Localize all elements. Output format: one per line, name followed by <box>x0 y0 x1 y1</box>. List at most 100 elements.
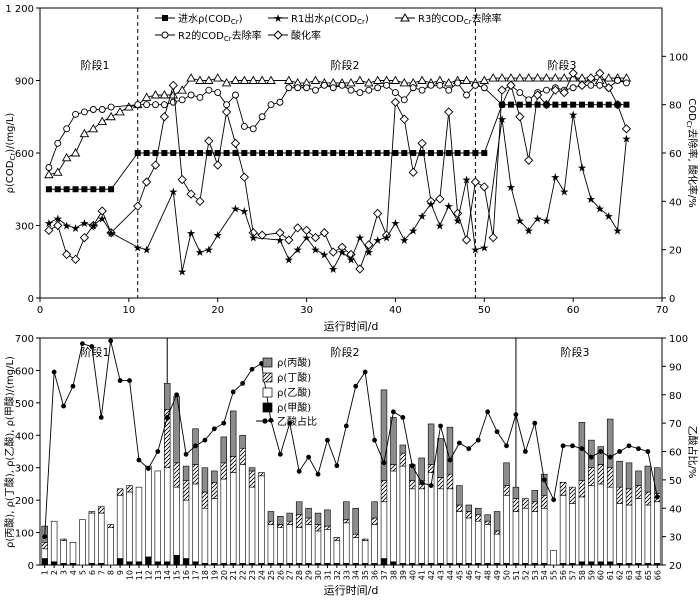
influent-point <box>365 150 372 156</box>
acid-point <box>141 177 152 187</box>
ratio-point <box>353 383 359 389</box>
bottom-xtick-label: 48 <box>484 570 493 580</box>
influent-line <box>48 104 627 190</box>
ratio-point <box>466 446 472 452</box>
r1-point: ★ <box>168 186 178 199</box>
svg-text:★: ★ <box>273 12 283 25</box>
acetic-bar <box>588 485 595 563</box>
ratio-point <box>438 423 443 429</box>
r1-point: ★ <box>497 113 507 126</box>
top-ytick-left-label: 900 <box>15 77 34 88</box>
r3rem-point <box>550 73 561 82</box>
bottom-xtick-label: 46 <box>465 570 474 580</box>
bottom-xtick-label: 22 <box>239 570 248 580</box>
r2rem-point <box>223 101 231 109</box>
r1-point: ★ <box>204 244 214 257</box>
r3rem-point <box>266 75 276 84</box>
acid-point <box>284 235 294 245</box>
acetic-bar <box>135 486 143 563</box>
influent-point <box>232 150 239 156</box>
ratio-point <box>513 412 519 418</box>
r1-point: ★ <box>346 253 356 266</box>
r1-point: ★ <box>533 212 543 225</box>
r1-point: ★ <box>417 210 427 223</box>
top-xtick-label: 10 <box>122 305 135 316</box>
bottom-xtick-label: 55 <box>550 570 559 580</box>
butyric-bar <box>625 488 633 506</box>
influent-point <box>268 150 275 156</box>
acid-point <box>195 196 205 206</box>
acetic-bar <box>192 483 199 563</box>
top-xtick-label: 70 <box>656 305 669 316</box>
butyric-bar <box>352 533 359 538</box>
bottom-ytick-left-label: 200 <box>15 496 34 507</box>
propionic-bar <box>578 422 586 481</box>
formic-bar <box>380 558 388 566</box>
ratio-point <box>570 443 575 449</box>
propionic-bar <box>248 467 256 472</box>
influent-point <box>143 150 150 156</box>
influent-point <box>170 150 177 156</box>
acetic-bar <box>380 501 388 559</box>
bottom-xtick-label: 31 <box>323 570 332 580</box>
ratio-point <box>80 341 85 347</box>
r1-point: ★ <box>559 186 569 199</box>
bottom-xtick-label: 42 <box>427 570 436 580</box>
influent-point <box>259 150 266 156</box>
propionic-bar <box>211 470 218 483</box>
influent-point <box>587 101 594 108</box>
acid-point <box>408 167 418 177</box>
influent-point <box>401 150 408 156</box>
r2rem-point <box>516 89 524 97</box>
bottom-xtick-label: 28 <box>295 570 304 580</box>
r3rem-point <box>390 75 401 84</box>
propionic-bar <box>295 501 303 516</box>
acid-point <box>452 208 463 219</box>
bottom-xtick-label: 4 <box>69 570 78 575</box>
bottom-xtick-label: 29 <box>305 570 314 580</box>
bottom-ytick-right-label: 70 <box>669 419 682 430</box>
r3rem-point <box>150 90 161 99</box>
influent-point <box>72 186 79 193</box>
acetic-bar <box>559 494 567 564</box>
r3rem-point <box>70 148 81 157</box>
ratio-point <box>136 457 142 463</box>
r2rem-point <box>365 86 373 94</box>
butyric-bar <box>60 538 67 541</box>
influent-point <box>481 150 488 156</box>
r2rem-point <box>445 86 453 94</box>
formic-bar <box>192 561 199 566</box>
butyric-bar <box>522 498 529 509</box>
r1-point: ★ <box>453 215 463 228</box>
r2rem-point <box>356 89 364 97</box>
r1-point: ★ <box>44 217 54 230</box>
r1-point: ★ <box>284 253 294 266</box>
acetic-bar <box>98 512 105 564</box>
acid-point <box>204 136 214 146</box>
bottom-xtick-label: 60 <box>597 570 606 580</box>
top-ytick-right-label: 40 <box>669 197 682 208</box>
r2rem-point <box>232 91 239 99</box>
influent-point <box>303 150 310 156</box>
bottom-stage-dividers <box>166 338 517 565</box>
r3rem-point <box>372 75 383 84</box>
bottom-xtick-label: 65 <box>644 570 653 580</box>
influent-point <box>579 101 586 108</box>
ratio-point <box>485 409 491 415</box>
r1-point: ★ <box>195 246 205 259</box>
bottom-ratio-line <box>42 338 660 540</box>
r3rem-point <box>515 73 525 82</box>
r1-point: ★ <box>53 212 63 225</box>
r1-point: ★ <box>275 234 285 247</box>
acetic-bar <box>578 496 586 563</box>
influent-point <box>108 186 115 193</box>
propionic-bar <box>493 511 501 532</box>
butyric-bar <box>475 514 482 522</box>
r3rem-point <box>506 73 516 82</box>
bottom-axes: 0 100 200 300 400 500 600 700 20 30 40 50 60 70 80 90 10… <box>15 334 688 580</box>
bottom-xtick-label: 12 <box>144 570 153 580</box>
r2rem-point <box>143 101 151 109</box>
acetic-bar <box>211 498 218 564</box>
influent-point <box>392 150 399 156</box>
r1-point: ★ <box>542 215 552 228</box>
